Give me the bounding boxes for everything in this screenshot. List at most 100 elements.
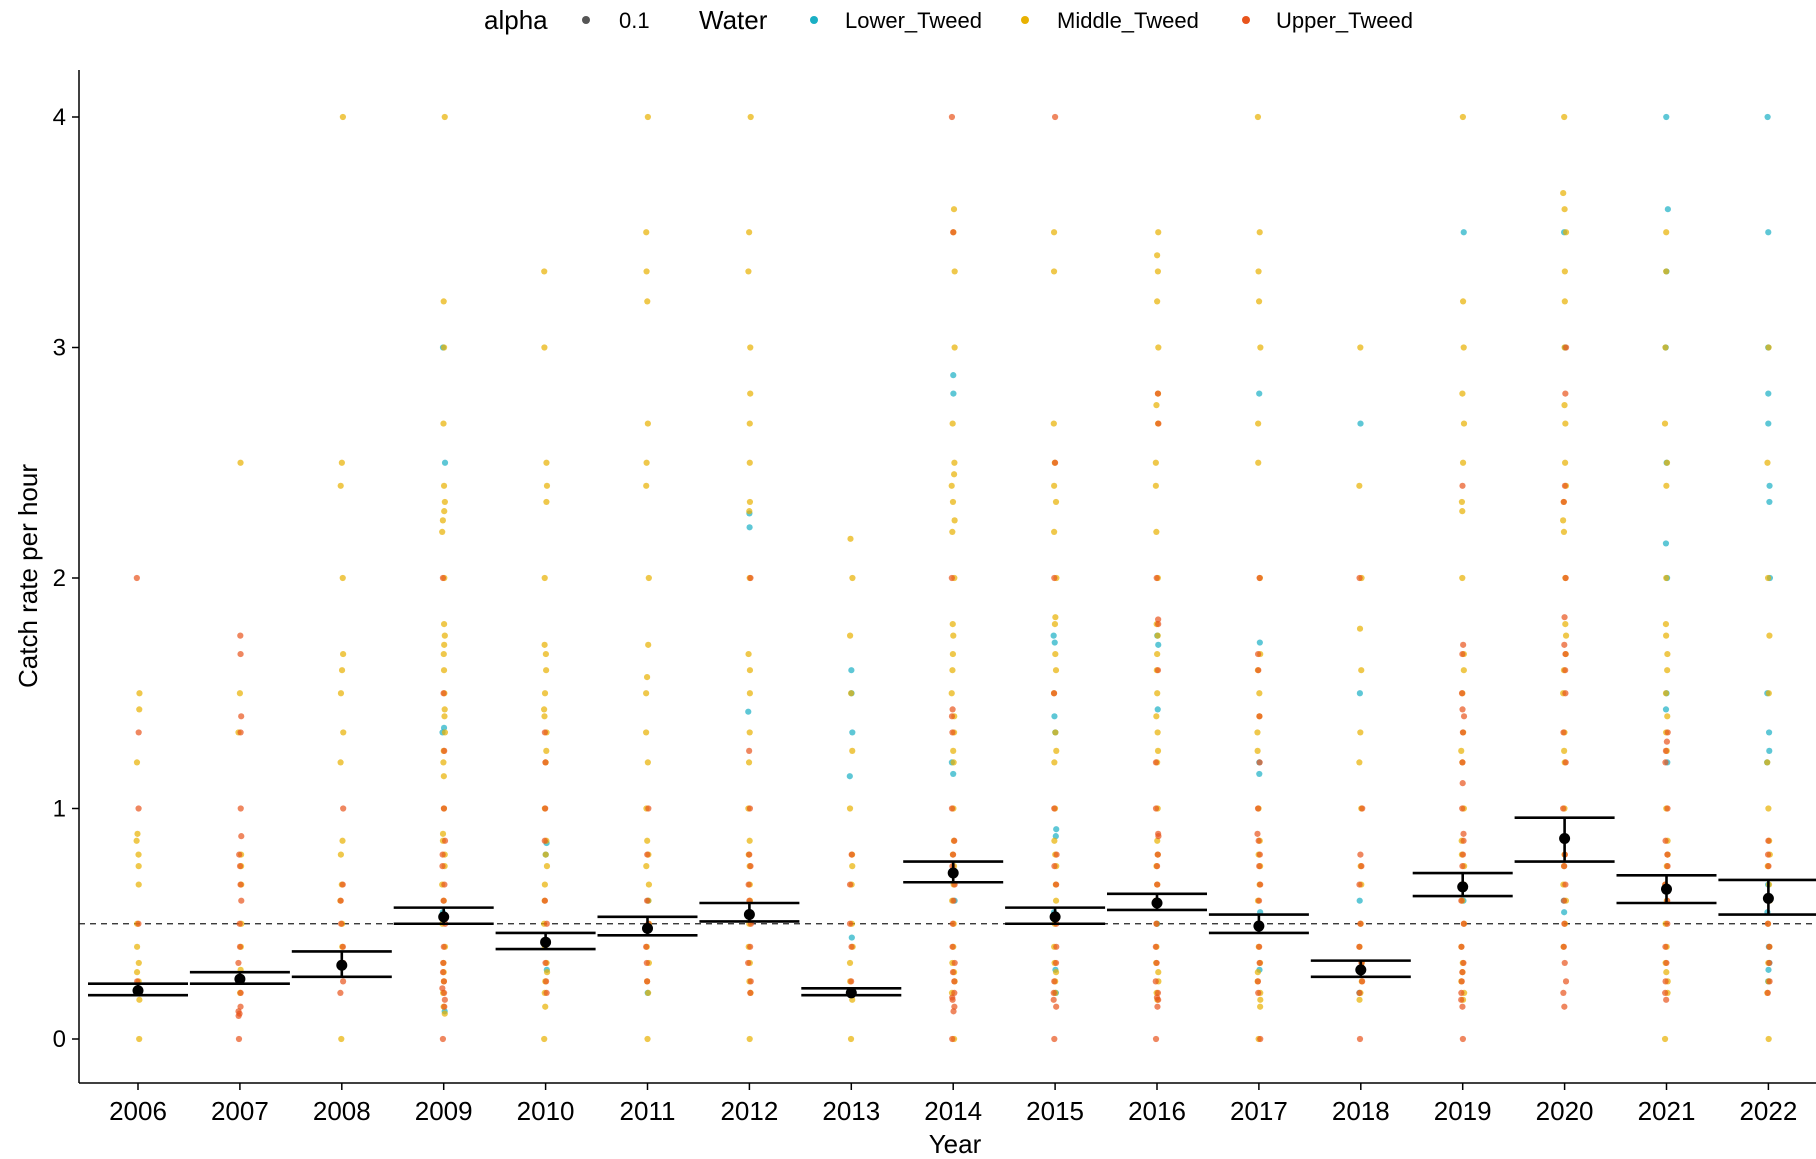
data-point bbox=[134, 830, 141, 837]
data-point bbox=[541, 690, 549, 697]
data-point bbox=[1766, 978, 1773, 985]
data-point bbox=[1459, 851, 1467, 858]
data-point bbox=[1561, 920, 1568, 927]
data-point bbox=[1765, 390, 1772, 397]
data-point bbox=[1561, 1003, 1568, 1010]
data-point bbox=[441, 881, 448, 888]
data-point bbox=[542, 805, 549, 812]
data-point bbox=[237, 729, 244, 736]
data-point bbox=[541, 729, 548, 736]
data-point bbox=[543, 920, 550, 927]
data-point bbox=[133, 969, 141, 976]
data-point bbox=[643, 863, 650, 870]
data-point bbox=[746, 229, 753, 236]
data-point bbox=[1764, 851, 1772, 858]
data-point bbox=[950, 770, 957, 778]
data-point bbox=[950, 759, 957, 766]
data-point bbox=[1255, 650, 1262, 658]
data-point bbox=[543, 747, 550, 754]
data-point bbox=[236, 943, 244, 950]
data-point bbox=[543, 863, 551, 870]
data-point bbox=[1765, 344, 1772, 351]
data-point bbox=[1051, 639, 1058, 646]
data-point bbox=[1460, 641, 1467, 648]
data-point bbox=[951, 344, 958, 351]
data-point bbox=[848, 978, 855, 985]
data-point bbox=[1562, 978, 1570, 985]
data-point bbox=[235, 959, 242, 967]
data-point bbox=[1663, 459, 1671, 466]
data-point bbox=[1356, 989, 1363, 997]
data-point bbox=[643, 268, 650, 275]
data-point bbox=[135, 729, 142, 736]
data-point bbox=[747, 989, 754, 997]
data-point bbox=[541, 837, 548, 844]
data-point bbox=[1562, 344, 1570, 351]
data-point bbox=[1155, 344, 1162, 351]
data-point bbox=[236, 863, 244, 870]
data-point bbox=[1663, 632, 1670, 639]
data-point bbox=[338, 667, 346, 674]
data-point bbox=[1460, 830, 1467, 837]
data-point bbox=[1764, 759, 1771, 766]
data-point bbox=[542, 759, 549, 766]
mean-point bbox=[1559, 832, 1571, 844]
data-point bbox=[1560, 517, 1567, 524]
data-point bbox=[1664, 805, 1671, 812]
data-point bbox=[643, 229, 650, 236]
data-point bbox=[1766, 482, 1773, 489]
data-point bbox=[1257, 1035, 1264, 1043]
data-point bbox=[1153, 574, 1160, 582]
data-point bbox=[949, 920, 956, 927]
data-point bbox=[950, 1008, 957, 1015]
data-point bbox=[949, 650, 957, 658]
data-point bbox=[1561, 298, 1568, 305]
data-point bbox=[1152, 943, 1159, 950]
data-point bbox=[1459, 780, 1466, 787]
data-point bbox=[948, 805, 956, 812]
data-point bbox=[1561, 863, 1568, 870]
data-point bbox=[951, 837, 958, 844]
data-point bbox=[951, 978, 958, 985]
data-point bbox=[848, 667, 855, 674]
data-point bbox=[339, 978, 347, 985]
data-point bbox=[645, 881, 653, 888]
data-point bbox=[1766, 943, 1773, 950]
data-point bbox=[1662, 706, 1670, 713]
legend-label-lower-tweed: Lower_Tweed bbox=[845, 8, 982, 33]
data-point bbox=[237, 805, 244, 812]
data-point bbox=[440, 482, 448, 489]
data-point bbox=[441, 996, 448, 1003]
data-point bbox=[135, 920, 142, 927]
data-point bbox=[644, 837, 651, 844]
data-point bbox=[951, 517, 958, 524]
data-point bbox=[541, 641, 548, 648]
mean-point bbox=[438, 911, 450, 923]
data-point bbox=[339, 113, 346, 121]
data-point bbox=[1562, 621, 1569, 628]
data-point bbox=[1765, 966, 1772, 973]
data-point bbox=[1254, 805, 1262, 812]
data-point bbox=[1662, 540, 1670, 547]
mean-point bbox=[845, 987, 857, 999]
data-point bbox=[950, 229, 957, 236]
data-point bbox=[1662, 978, 1669, 985]
data-point bbox=[238, 897, 245, 904]
data-point bbox=[542, 1003, 549, 1010]
data-point bbox=[1256, 959, 1263, 967]
data-point bbox=[644, 759, 651, 766]
data-point bbox=[746, 667, 754, 674]
legend-key-upper-tweed bbox=[1242, 16, 1250, 24]
data-point bbox=[1256, 770, 1263, 778]
data-point bbox=[439, 574, 447, 582]
data-point bbox=[746, 729, 753, 736]
data-point bbox=[645, 574, 652, 582]
legend-alpha-key bbox=[582, 16, 590, 24]
data-point bbox=[1561, 459, 1569, 466]
data-point bbox=[1460, 229, 1467, 236]
data-point bbox=[439, 528, 446, 536]
data-point bbox=[1664, 729, 1671, 736]
mean-point bbox=[1457, 881, 1469, 893]
data-point bbox=[849, 747, 856, 754]
data-point bbox=[1459, 508, 1466, 515]
